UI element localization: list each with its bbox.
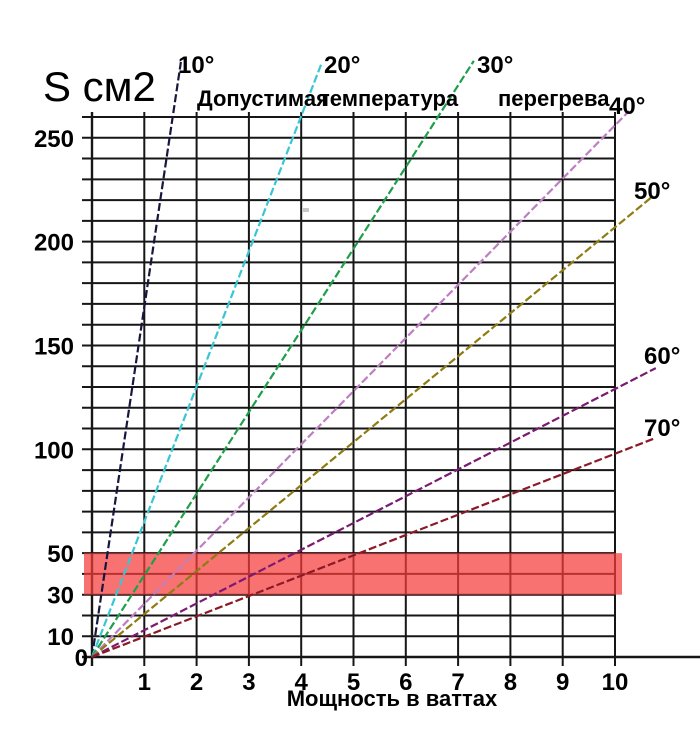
temperature-lines-layer bbox=[90, 60, 657, 659]
line-label-60: 60° bbox=[644, 343, 680, 370]
temperature-line-60 bbox=[91, 367, 657, 658]
y-tick-label: 10 bbox=[47, 624, 74, 651]
x-tick-label: 9 bbox=[556, 669, 569, 696]
x-tick-label: 8 bbox=[504, 669, 517, 696]
temperature-line-70 bbox=[91, 437, 654, 659]
y-tick-label: 0 bbox=[75, 645, 88, 672]
temperature-line-30 bbox=[91, 60, 475, 658]
y-tick-label: 50 bbox=[47, 541, 74, 568]
y-axis-unit-title: S см2 bbox=[43, 63, 156, 110]
x-tick-label: 4 bbox=[295, 669, 309, 696]
line-label-70: 70° bbox=[644, 415, 680, 442]
x-tick-label: 6 bbox=[399, 669, 412, 696]
line-label-20: 20° bbox=[324, 52, 360, 79]
x-tick-label: 5 bbox=[347, 669, 360, 696]
temperature-line-10 bbox=[90, 61, 182, 658]
scan-artifact-speck bbox=[303, 208, 309, 212]
y-tick-label: 100 bbox=[34, 437, 74, 464]
highlight-band bbox=[84, 553, 622, 595]
temperature-line-50 bbox=[91, 195, 654, 658]
temperature-line-20 bbox=[90, 61, 324, 658]
x-tick-label: 10 bbox=[602, 669, 629, 696]
line-end-labels-layer: 10° 20° 30° 40° 50° 60° 70° bbox=[178, 52, 680, 442]
line-label-40: 40° bbox=[609, 93, 645, 120]
highlight-band-layer bbox=[84, 553, 622, 595]
chart-title-word-1: Допустимая bbox=[197, 86, 329, 111]
y-tick-label: 250 bbox=[34, 126, 74, 153]
line-label-10: 10° bbox=[178, 52, 214, 79]
y-tick-label: 30 bbox=[47, 583, 74, 610]
x-tick-label: 3 bbox=[242, 669, 255, 696]
y-tick-label: 150 bbox=[34, 333, 74, 360]
x-tick-label: 1 bbox=[138, 669, 151, 696]
y-tick-label: 200 bbox=[34, 230, 74, 257]
chart-title-word-2: температура bbox=[319, 86, 459, 111]
chart-title-word-3: перегрева bbox=[498, 86, 610, 111]
line-label-30: 30° bbox=[477, 52, 513, 79]
line-label-50: 50° bbox=[634, 178, 670, 205]
x-axis-title: Мощность в ваттах bbox=[287, 686, 498, 711]
temperature-line-40 bbox=[91, 110, 630, 658]
x-tick-label: 2 bbox=[190, 669, 203, 696]
x-tick-label: 7 bbox=[451, 669, 464, 696]
